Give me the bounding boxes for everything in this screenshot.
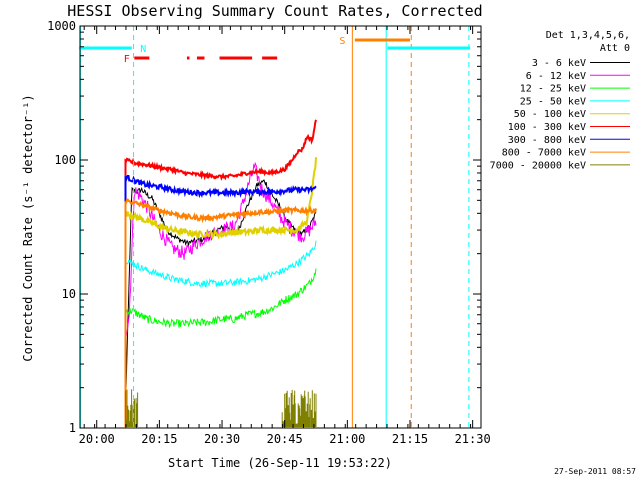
x-tick-label: 20:45 <box>267 432 303 446</box>
y-tick-label: 10 <box>62 287 76 301</box>
night-bar-left-label: N <box>140 44 146 55</box>
legend-label: 800 - 7000 keV <box>502 148 586 159</box>
saa-bar-label: S <box>339 36 345 47</box>
flare-bar-label: F <box>124 54 130 65</box>
chart-title: HESSI Observing Summary Count Rates, Cor… <box>67 2 482 20</box>
x-tick-label: 20:15 <box>141 432 177 446</box>
legend-label: 25 - 50 keV <box>520 96 586 107</box>
y-tick-label: 100 <box>54 153 76 167</box>
y-axis-label: Corrected Count Rate (s⁻¹ detector⁻¹) <box>21 94 35 361</box>
series-line-800-7000kev <box>124 198 317 427</box>
y-tick-label: 1000 <box>47 19 76 33</box>
legend-label: 7000 - 20000 keV <box>490 160 586 171</box>
x-tick-label: 20:00 <box>79 432 115 446</box>
x-axis: 20:00 20:15 20:30 20:45 21:00 21:15 21:30 <box>79 26 491 446</box>
x-axis-label: Start Time (26-Sep-11 19:53:22) <box>168 456 392 470</box>
y-tick-label: 1 <box>69 421 76 435</box>
x-tick-label: 21:00 <box>329 432 365 446</box>
x-tick-label: 21:15 <box>392 432 428 446</box>
legend-label: 100 - 300 keV <box>508 122 586 133</box>
legend-label: 6 - 12 keV <box>526 71 586 82</box>
series-line-100-300kev <box>124 119 317 427</box>
legend-label: 12 - 25 keV <box>520 84 586 95</box>
legend-label: 50 - 100 keV <box>514 109 586 120</box>
x-tick-label: 20:30 <box>204 432 240 446</box>
plot-frame <box>79 25 482 429</box>
legend-header-line2: Att 0 <box>600 43 630 54</box>
legend-header-line1: Det 1,3,4,5,6, <box>546 30 630 41</box>
footer-timestamp: 27-Sep-2011 08:57 <box>554 467 636 476</box>
y-axis: 1 10 100 1000 <box>47 19 481 435</box>
series-line-50-100kev <box>124 157 317 427</box>
legend-label: 3 - 6 keV <box>532 58 586 69</box>
x-tick-label: 21:30 <box>455 432 491 446</box>
legend-label: 300 - 800 keV <box>508 135 586 146</box>
series-line-25-50kev <box>125 240 317 427</box>
series-line-12-25kev <box>125 268 317 427</box>
series-line-300-800kev <box>124 175 317 427</box>
